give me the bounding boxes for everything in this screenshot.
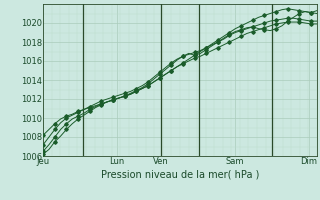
X-axis label: Pression niveau de la mer( hPa ): Pression niveau de la mer( hPa ) (101, 169, 259, 179)
